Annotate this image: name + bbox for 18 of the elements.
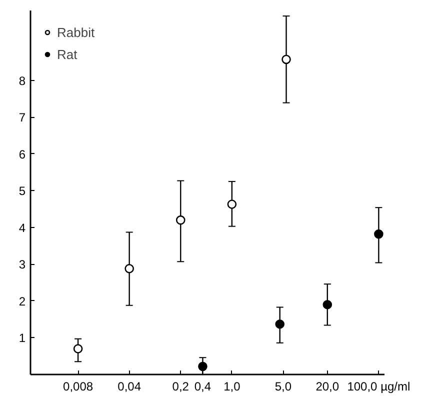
x-tick-label: 20,0 <box>316 380 340 394</box>
x-tick-label: 1,0 <box>224 380 241 394</box>
x-tick-label: 0,008 <box>63 380 94 394</box>
y-tick-label: 6 <box>18 147 26 162</box>
y-tick-label: 8 <box>18 74 26 88</box>
legend-label: Rat <box>57 46 78 62</box>
x-tick-label: 5,0 <box>274 380 292 394</box>
x-tick-label: 0,2 <box>172 380 190 394</box>
y-tick-label: 3 <box>18 258 26 272</box>
y-tick-label: 2 <box>18 294 26 308</box>
y-tick-label: 4 <box>18 220 26 235</box>
legend-label: Rabbit <box>57 24 95 40</box>
x-tick-label: 0,04 <box>118 380 142 394</box>
x-tick-label: 0,4 <box>194 380 212 394</box>
y-tick-label: 7 <box>18 110 26 125</box>
y-tick-label: 5 <box>18 184 26 198</box>
y-tick-label: 1 <box>18 331 26 346</box>
x-tick-label: 100,0 µg/ml <box>347 380 410 394</box>
